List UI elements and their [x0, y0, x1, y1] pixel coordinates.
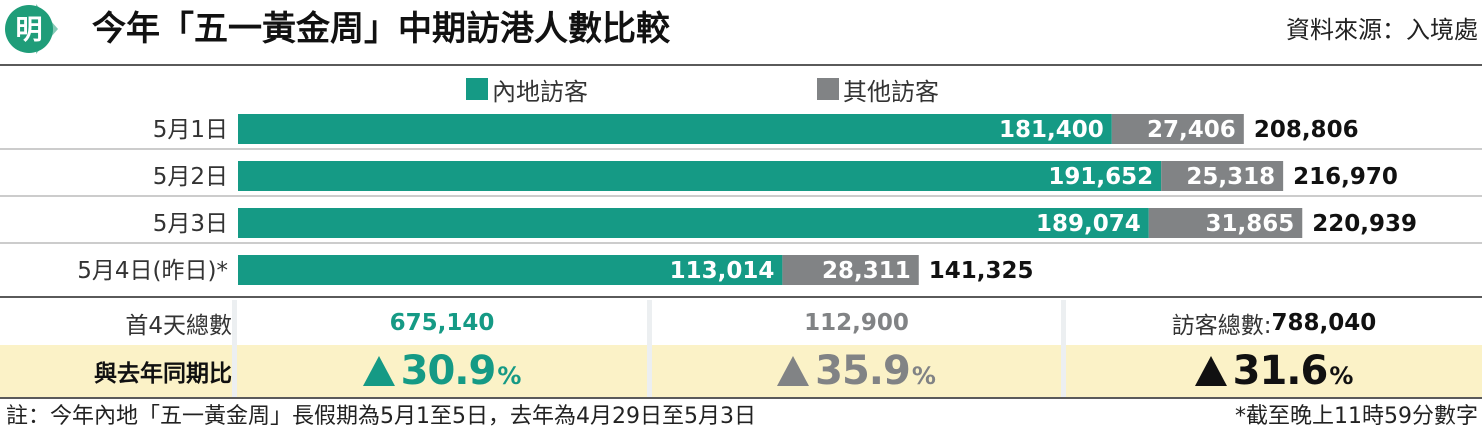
other-change: 35.9 % — [777, 348, 936, 394]
bar-other-label: 27,406 — [1147, 117, 1236, 143]
bar-mainland-label: 113,014 — [670, 258, 775, 284]
mainland-total-value: 675,140 — [389, 309, 495, 336]
up-triangle-icon — [362, 356, 395, 386]
bar-other-label: 25,318 — [1186, 164, 1275, 190]
bar-other-label: 28,311 — [822, 258, 911, 284]
other-total-value: 112,900 — [804, 309, 909, 336]
bar-mainland — [238, 114, 1112, 144]
comparison-row-label: 與去年同期比 — [94, 361, 232, 387]
grand-total-label: 訪客總數: — [1171, 312, 1272, 339]
footer-divider — [0, 397, 1482, 399]
chart-title: 今年「五一黃金周」中期訪港人數比較 — [92, 9, 670, 49]
other-change-value: 35.9 — [815, 348, 911, 394]
category-label: 5月1日 — [153, 117, 228, 143]
cutoff-note: *截至晚上11時59分數字 — [1235, 404, 1478, 429]
bar-mainland — [238, 161, 1162, 191]
up-triangle-icon — [1194, 356, 1227, 386]
bar-mainland-label: 181,400 — [999, 117, 1104, 143]
category-label: 5月3日 — [153, 211, 228, 237]
column-divider — [647, 300, 652, 397]
percent-sign: % — [911, 362, 936, 390]
ming-pao-logo: 明 — [5, 4, 58, 54]
column-divider — [1061, 300, 1066, 397]
header-divider — [0, 64, 1482, 66]
grand-change-value: 31.6 — [1232, 348, 1329, 394]
bar-other — [1111, 114, 1244, 144]
up-triangle-icon — [777, 356, 810, 386]
stacked-bar-chart: 5月1日 181,400 27,406 208,806 5月2日 191,652 25,31… — [0, 114, 1482, 298]
bar-total-label: 141,325 — [929, 258, 1034, 284]
legend-label-other: 其他訪客 — [843, 77, 939, 106]
bar-other — [1161, 161, 1284, 191]
bar-total-label: 208,806 — [1254, 117, 1359, 143]
legend-swatch-mainland — [466, 78, 488, 100]
mainland-change-value: 30.9 — [400, 348, 497, 394]
bar-total-label: 220,939 — [1312, 211, 1417, 237]
legend-item-other: 其他訪客 — [817, 72, 939, 106]
footnote: 註：今年內地「五一黃金周」長假期為5月1至5日，去年為4月29日至5月3日 — [6, 404, 756, 429]
logo-character: 明 — [16, 15, 43, 46]
bar-total-label: 216,970 — [1293, 164, 1398, 190]
legend-label-mainland: 內地訪客 — [492, 77, 588, 106]
category-label: 5月2日 — [153, 164, 228, 190]
bar-other — [782, 255, 919, 285]
percent-sign: % — [1329, 362, 1354, 390]
percent-sign: % — [497, 362, 522, 390]
grand-total-value: 788,040 — [1271, 309, 1377, 336]
bar-other — [1148, 208, 1303, 238]
legend-item-mainland: 內地訪客 — [466, 72, 588, 106]
bar-mainland — [238, 255, 783, 285]
bar-mainland-label: 191,652 — [1048, 164, 1153, 190]
data-source: 資料來源：入境處 — [1286, 16, 1478, 44]
totals-row-label: 首4天總數 — [125, 312, 232, 339]
bar-mainland — [238, 208, 1149, 238]
grand-change: 31.6 % — [1194, 348, 1354, 394]
legend-swatch-other — [817, 78, 839, 100]
bar-other-label: 31,865 — [1205, 211, 1294, 237]
totals-row: 首4天總數 675,140 112,900 訪客總數: 788,040 — [0, 300, 1482, 345]
mainland-change: 30.9 % — [362, 348, 522, 394]
column-divider — [232, 300, 237, 397]
bar-mainland-label: 189,074 — [1036, 211, 1141, 237]
yoy-comparison-row: 與去年同期比 30.9 % 35.9 % 31.6 % — [0, 345, 1482, 397]
category-label: 5月4日(昨日)* — [77, 258, 228, 284]
